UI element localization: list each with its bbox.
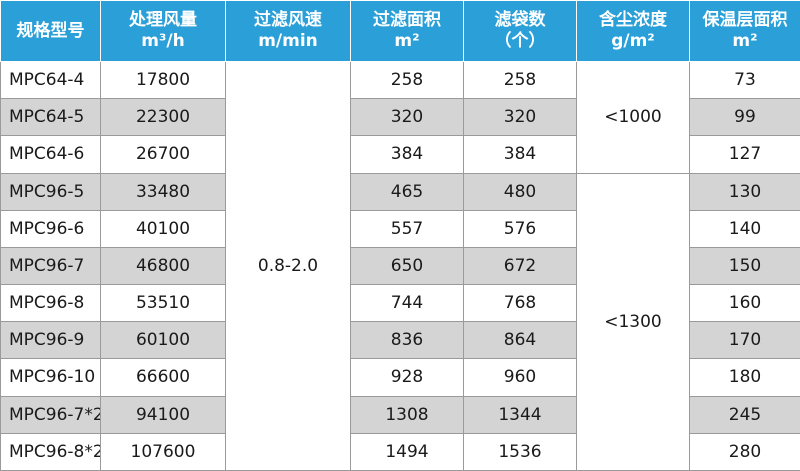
insulation-cell: 127 xyxy=(689,135,800,174)
bags-cell: 960 xyxy=(463,358,577,397)
insulation-cell: 180 xyxy=(689,358,800,397)
model-cell: MPC96-6 xyxy=(0,209,101,248)
model-cell: MPC96-7 xyxy=(0,246,101,286)
header-filter-area-unit: m² xyxy=(394,31,420,51)
table-row: MPC64-4 17800 0.8-2.0 258 258 <1000 73 xyxy=(0,60,800,471)
airflow-cell: 22300 xyxy=(100,98,226,137)
model-cell: MPC64-6 xyxy=(0,135,101,174)
filter-area-cell: 465 xyxy=(350,172,464,211)
table-row: MPC96-9 60100 836 864 170 xyxy=(0,321,800,360)
dust-concentration-cell: <1000 xyxy=(576,61,690,174)
model-cell: MPC96-7*2 xyxy=(0,395,101,434)
airflow-cell: 94100 xyxy=(100,395,226,434)
insulation-cell: 140 xyxy=(689,209,800,248)
header-insulation-unit: m² xyxy=(732,31,758,51)
filter-area-cell: 1308 xyxy=(350,395,464,434)
table-row: MPC96-7*2 94100 1308 1344 245 xyxy=(0,395,800,434)
header-filter-area: 过滤面积 m² xyxy=(350,0,464,62)
header-bags-unit: （个） xyxy=(494,31,546,51)
header-insulation-label: 保温层面积 xyxy=(702,10,788,30)
airflow-cell: 40100 xyxy=(100,209,226,248)
bags-cell: 768 xyxy=(463,284,577,323)
model-cell: MPC64-4 xyxy=(0,60,101,100)
header-filter-area-label: 过滤面积 xyxy=(373,10,441,30)
airflow-cell: 17800 xyxy=(100,60,226,100)
header-velocity: 过滤风速 m/min xyxy=(225,0,351,62)
model-cell: MPC64-5 xyxy=(0,98,101,137)
insulation-cell: 99 xyxy=(689,98,800,137)
table-row: MPC96-8 53510 744 768 160 xyxy=(0,284,800,323)
filter-area-cell: 557 xyxy=(350,209,464,248)
filter-area-cell: 258 xyxy=(350,60,464,100)
header-model-label: 规格型号 xyxy=(16,20,85,41)
header-airflow: 处理风量 m³/h xyxy=(100,0,226,62)
header-velocity-label: 过滤风速 xyxy=(254,10,322,30)
header-airflow-unit: m³/h xyxy=(141,31,185,51)
model-cell: MPC96-5 xyxy=(0,172,101,211)
table-row: MPC96-6 40100 557 576 140 xyxy=(0,209,800,248)
header-insulation: 保温层面积 m² xyxy=(689,0,800,62)
insulation-cell: 160 xyxy=(689,284,800,323)
header-bags: 滤袋数 （个） xyxy=(463,0,577,62)
insulation-cell: 150 xyxy=(689,246,800,286)
bags-cell: 258 xyxy=(463,60,577,100)
filter-velocity-cell: 0.8-2.0 xyxy=(225,61,351,471)
insulation-cell: 245 xyxy=(689,395,800,434)
table-row: MPC64-5 22300 320 320 99 xyxy=(0,98,800,137)
bags-cell: 1344 xyxy=(463,395,577,434)
header-bags-label: 滤袋数 xyxy=(494,10,546,30)
model-cell: MPC96-8 xyxy=(0,284,101,323)
bags-cell: 576 xyxy=(463,209,577,248)
filter-area-cell: 744 xyxy=(350,284,464,323)
table-row: MPC96-10 66600 928 960 180 xyxy=(0,358,800,397)
model-cell: MPC96-9 xyxy=(0,321,101,360)
header-dust: 含尘浓度 g/m² xyxy=(576,0,690,62)
filter-area-cell: 1494 xyxy=(350,432,464,471)
airflow-cell: 53510 xyxy=(100,284,226,323)
bags-cell: 672 xyxy=(463,246,577,286)
airflow-cell: 33480 xyxy=(100,172,226,211)
bags-cell: 384 xyxy=(463,135,577,174)
insulation-cell: 73 xyxy=(689,60,800,100)
table-header: 规格型号 处理风量 m³/h 过滤风速 m/min 过滤面积 m² 滤袋数 （个） 含尘… xyxy=(0,0,800,62)
airflow-cell: 26700 xyxy=(100,135,226,174)
table-row: MPC96-7 46800 650 672 150 xyxy=(0,246,800,286)
table-row: MPC64-6 26700 384 384 127 xyxy=(0,135,800,174)
header-dust-label: 含尘浓度 xyxy=(599,10,667,30)
model-cell: MPC96-8*2 xyxy=(0,432,101,471)
header-dust-unit: g/m² xyxy=(611,31,655,51)
insulation-cell: 130 xyxy=(689,172,800,211)
filter-area-cell: 836 xyxy=(350,321,464,360)
bags-cell: 864 xyxy=(463,321,577,360)
filter-area-cell: 320 xyxy=(350,98,464,137)
bags-cell: 1536 xyxy=(463,432,577,471)
model-cell: MPC96-10 xyxy=(0,358,101,397)
insulation-cell: 280 xyxy=(689,432,800,471)
header-model: 规格型号 xyxy=(0,0,101,62)
insulation-cell: 170 xyxy=(689,321,800,360)
filter-area-cell: 928 xyxy=(350,358,464,397)
table-body: MPC64-4 17800 0.8-2.0 258 258 <1000 73 M… xyxy=(0,60,800,471)
filter-area-cell: 384 xyxy=(350,135,464,174)
filter-area-cell: 650 xyxy=(350,246,464,286)
table-row: MPC96-5 33480 465 480 <1300 130 xyxy=(0,172,800,471)
bags-cell: 480 xyxy=(463,172,577,211)
table-row: MPC96-8*2 107600 1494 1536 280 xyxy=(0,432,800,471)
airflow-cell: 46800 xyxy=(100,246,226,286)
airflow-cell: 107600 xyxy=(100,432,226,471)
airflow-cell: 66600 xyxy=(100,358,226,397)
header-airflow-label: 处理风量 xyxy=(129,10,197,30)
header-velocity-unit: m/min xyxy=(258,31,318,51)
dust-concentration-cell: <1300 xyxy=(576,172,690,471)
header-row: 规格型号 处理风量 m³/h 过滤风速 m/min 过滤面积 m² 滤袋数 （个） 含尘… xyxy=(0,0,800,62)
airflow-cell: 60100 xyxy=(100,321,226,360)
bags-cell: 320 xyxy=(463,98,577,137)
